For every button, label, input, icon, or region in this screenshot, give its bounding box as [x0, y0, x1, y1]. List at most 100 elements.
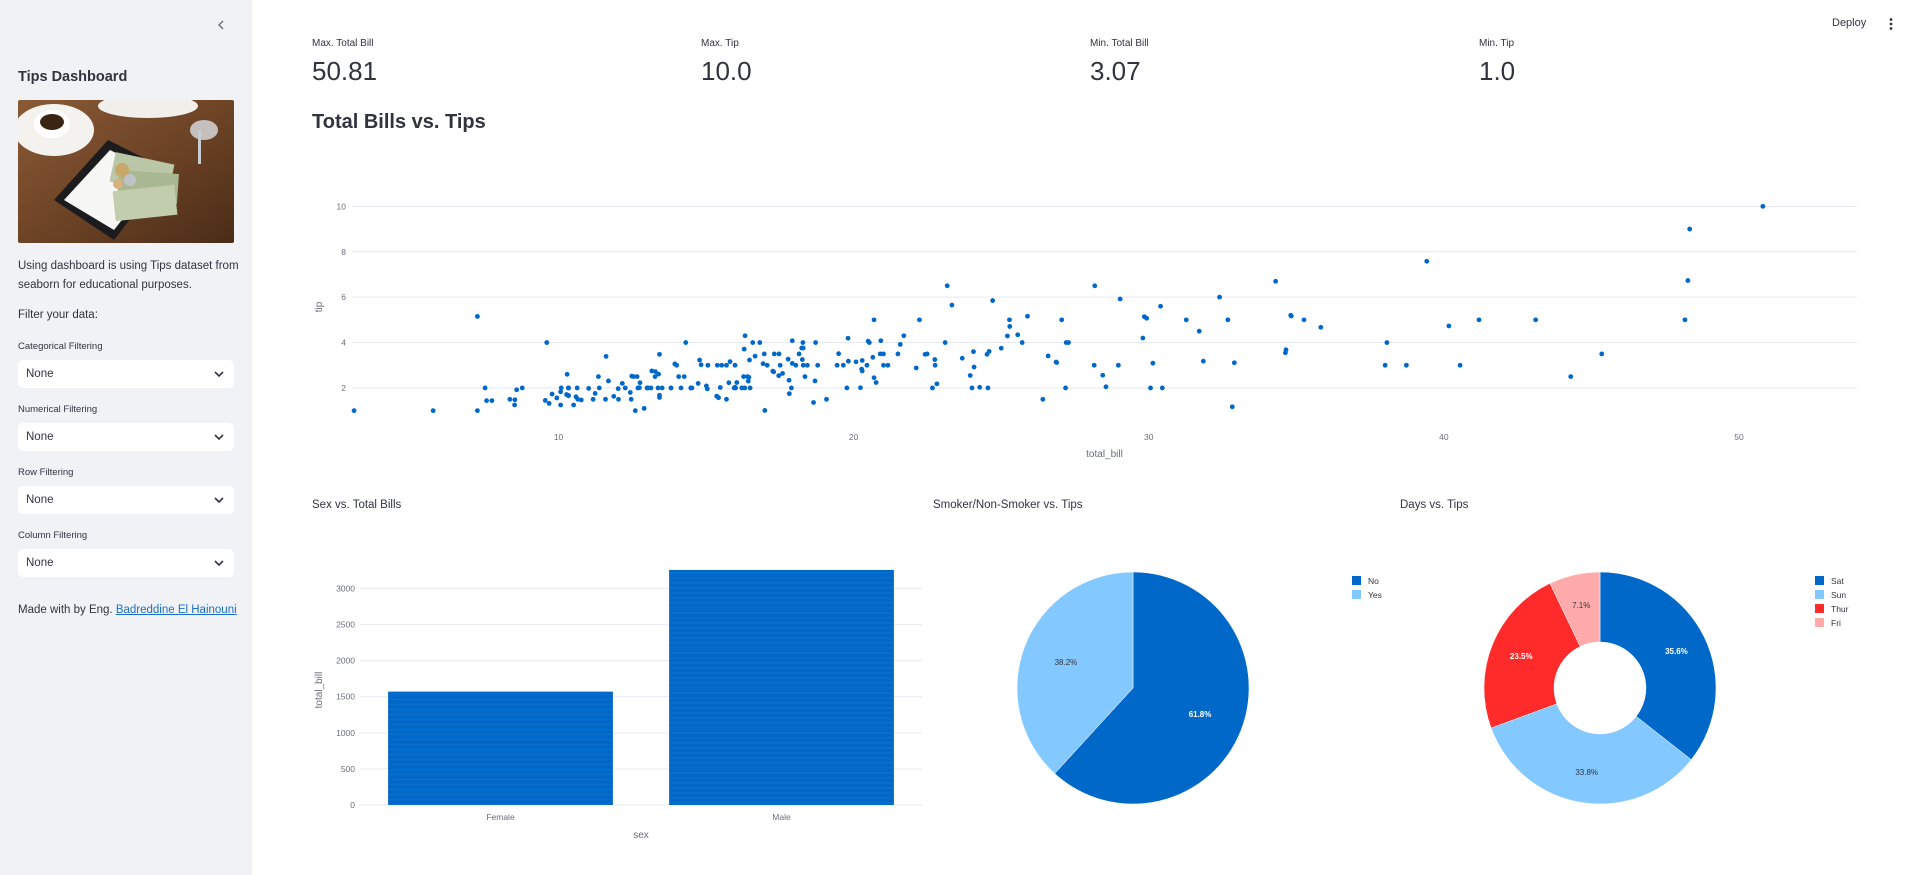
column-filter-select[interactable]: None [18, 549, 234, 577]
scatter-point [834, 362, 840, 368]
scatter-point [1225, 317, 1231, 323]
scatter-point [1040, 396, 1046, 402]
scatter-point [619, 381, 625, 386]
scatter-point [824, 396, 829, 402]
scatter-point [1148, 385, 1153, 391]
scatter-point [719, 362, 725, 368]
days-pie-slice-label: 7.1% [1572, 601, 1590, 610]
bar-chart-title: Sex vs. Total Bills [312, 499, 402, 511]
scatter-point [657, 351, 662, 357]
scatter-point [1100, 372, 1106, 378]
bar-y-tick-label: 2000 [336, 656, 355, 666]
scatter-point [704, 383, 709, 389]
scatter-point [845, 335, 851, 341]
scatter-point [603, 353, 609, 359]
scatter-point [554, 395, 560, 401]
scatter-point [655, 385, 661, 391]
metric-value-min-total-bill: 3.07 [1090, 56, 1141, 86]
scatter-point [1533, 317, 1539, 323]
scatter-point [871, 375, 877, 381]
scatter-point [1007, 324, 1013, 329]
scatter-point [799, 345, 805, 351]
scatter-point [776, 373, 782, 379]
scatter-point [1217, 294, 1222, 300]
scatter-point [969, 385, 975, 391]
scatter-point [724, 362, 729, 368]
scatter-point [1273, 278, 1279, 284]
scatter-point [714, 362, 720, 368]
scatter-point [637, 380, 643, 386]
scatter-point [695, 381, 701, 386]
scatter-point [489, 398, 495, 404]
scatter-point [789, 385, 794, 391]
scatter-point [1476, 317, 1482, 323]
scatter-point [482, 385, 488, 391]
scatter-point [747, 385, 753, 391]
deploy-button[interactable]: Deploy [1832, 17, 1867, 29]
scatter-point [734, 380, 740, 385]
days-pie-legend-label: Sun [1831, 590, 1846, 600]
row-filter-select[interactable]: None [18, 486, 234, 514]
scatter-point [732, 362, 738, 368]
scatter-point [351, 408, 357, 414]
collapse-sidebar-button[interactable] [212, 18, 230, 36]
bar-x-tick-label: Female [486, 812, 515, 822]
scatter-point [1682, 317, 1688, 323]
scatter-point [1066, 340, 1071, 345]
scatter-point [1117, 296, 1123, 302]
scatter-point [761, 351, 767, 357]
scatter-point [606, 378, 611, 384]
bar-female [388, 691, 613, 805]
scatter-point [870, 354, 876, 360]
scatter-point [637, 385, 642, 391]
author-link[interactable]: Badreddine El Hainouni [115, 604, 237, 616]
scatter-point [592, 390, 598, 396]
scatter-point [932, 357, 938, 362]
scatter-point [596, 385, 602, 391]
scatter-x-tick-label: 10 [554, 432, 564, 442]
scatter-point [634, 374, 640, 379]
scatter-point [549, 391, 555, 397]
scatter-point [627, 390, 633, 395]
scatter-point [881, 362, 886, 368]
scatter-point [1424, 258, 1430, 264]
bar-y-axis-title: total_bill [314, 672, 325, 709]
days-pie-legend-label: Thur [1831, 604, 1849, 614]
numerical-filter-select[interactable]: None [18, 423, 234, 451]
scatter-point [971, 364, 977, 370]
scatter-x-axis-title: total_bill [1086, 449, 1123, 460]
scatter-point [1015, 332, 1021, 338]
scatter-point [932, 362, 938, 368]
scatter-point [752, 353, 758, 359]
main-menu-button[interactable] [1886, 17, 1896, 31]
scatter-point [1288, 313, 1294, 319]
categorical-filter-select[interactable]: None [18, 360, 234, 388]
scatter-point [507, 396, 513, 402]
scatter-point [745, 378, 751, 384]
scatter-point [1103, 384, 1109, 390]
bar-x-axis-title: sex [633, 830, 649, 841]
bar-x-tick-label: Male [772, 812, 791, 822]
scatter-point [565, 393, 571, 398]
scatter-point [512, 402, 517, 408]
smoker-pie-slice-yes [1016, 571, 1134, 774]
scatter-point [747, 357, 752, 363]
scatter-point [944, 283, 950, 289]
scatter-point [566, 385, 572, 391]
scatter-point [780, 371, 785, 376]
scatter-point [542, 398, 548, 403]
days-pie-title: Days vs. Tips [1400, 499, 1469, 511]
scatter-point [544, 340, 550, 345]
scatter-point [844, 385, 850, 391]
scatter-point [1229, 404, 1235, 410]
scatter-point [1685, 278, 1691, 283]
scatter-point [697, 357, 703, 363]
scatter-point [578, 397, 584, 403]
metric-label-max-tip: Max. Tip [701, 38, 739, 49]
metric-value-max-tip: 10.0 [701, 56, 752, 86]
scatter-point [1599, 351, 1605, 357]
scatter-x-tick-label: 50 [1734, 432, 1744, 442]
scatter-point [971, 349, 976, 355]
scatter-point [1403, 362, 1409, 368]
metric-label-min-total-bill: Min. Total Bill [1090, 38, 1149, 49]
